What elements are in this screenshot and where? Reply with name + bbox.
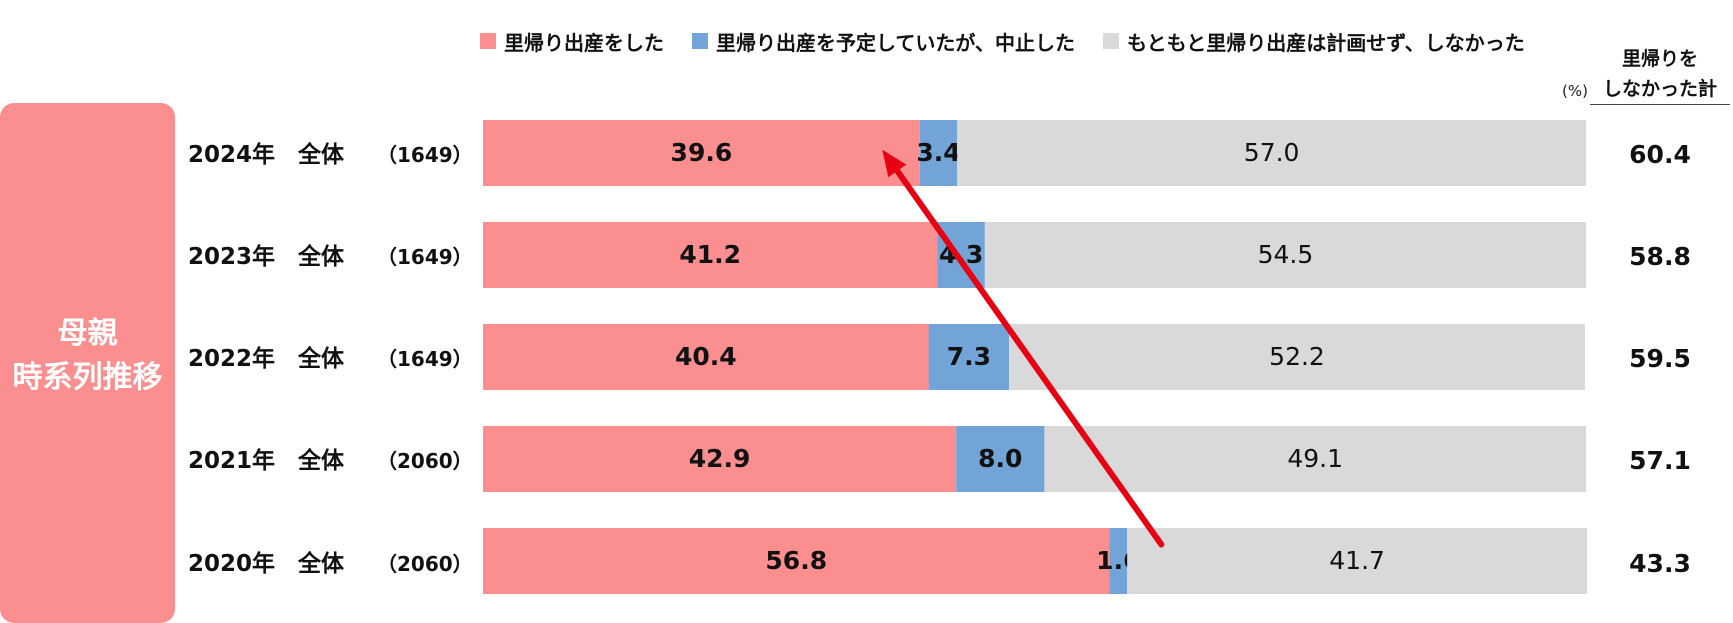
row-total-2020: 43.3 xyxy=(1629,549,1691,578)
bar-2020-not-planned xyxy=(1127,528,1588,594)
bar-2020-returned-home xyxy=(483,528,1110,594)
bar-2020-cancelled xyxy=(1109,528,1128,594)
side-title-line2: 時系列推移 xyxy=(12,360,163,395)
side-panel xyxy=(0,103,175,623)
data-label-2020-not-planned: 41.7 xyxy=(1329,546,1385,575)
legend: 里帰り出産をした 里帰り出産を予定していたが、中止した もともと里帰り出産は計画… xyxy=(480,26,1525,56)
bar-2023-cancelled xyxy=(937,222,985,288)
data-label-2021-returned-home: 42.9 xyxy=(689,444,751,473)
row-label-2024: 2024年 全体 xyxy=(188,142,345,168)
legend-swatch-cancelled xyxy=(692,33,708,49)
side-title-line1: 母親 xyxy=(57,316,118,351)
data-label-2021-not-planned: 49.1 xyxy=(1287,444,1343,473)
data-label-2023-returned-home: 41.2 xyxy=(679,240,741,269)
data-label-2022-not-planned: 52.2 xyxy=(1269,342,1325,371)
total-header-line2: しなかった計 xyxy=(1602,78,1717,100)
row-label-2023: 2023年 全体 xyxy=(188,244,345,270)
unit-label: (%) xyxy=(1562,82,1588,100)
row-sample-size-2020: （2060） xyxy=(377,552,473,576)
bar-2023-not-planned xyxy=(984,222,1586,288)
row-sample-size-2024: （1649） xyxy=(377,143,473,167)
data-label-2021-cancelled: 8.0 xyxy=(978,444,1022,473)
trend-arrow-head xyxy=(882,149,907,178)
row-sample-size-2023: （1649） xyxy=(377,245,473,269)
data-label-2024-returned-home: 39.6 xyxy=(671,138,733,167)
data-label-2020-returned-home: 56.8 xyxy=(765,546,827,575)
bar-2022-cancelled xyxy=(928,324,1010,390)
data-label-2024-cancelled: 3.4 xyxy=(916,138,960,167)
legend-label-cancelled: 里帰り出産を予定していたが、中止した xyxy=(716,30,1075,55)
total-header-line1: 里帰りを xyxy=(1621,48,1698,70)
data-label-2024-not-planned: 57.0 xyxy=(1244,138,1300,167)
stacked-bar-chart: 39.6 3.4 57.041.2 4.3 54.540.4 7.3 52.242.9 8.0… xyxy=(483,120,1588,594)
data-label-2022-returned-home: 40.4 xyxy=(675,342,737,371)
bar-2024-cancelled xyxy=(919,120,958,186)
bar-2022-not-planned xyxy=(1009,324,1585,390)
legend-item-returned-home: 里帰り出産をした xyxy=(480,27,664,56)
row-total-2024: 60.4 xyxy=(1629,140,1691,169)
legend-item-not-planned: もともと里帰り出産は計画せず、しなかった xyxy=(1103,27,1525,56)
bar-2023-returned-home xyxy=(483,222,938,288)
row-sample-size-2021: （2060） xyxy=(377,449,473,473)
row-sample-size-2022: （1649） xyxy=(377,347,473,371)
data-label-2022-cancelled: 7.3 xyxy=(947,342,991,371)
row-total-2022: 59.5 xyxy=(1629,344,1691,373)
row-label-2021: 2021年 全体 xyxy=(188,448,345,474)
side-title: 母親 時系列推移 xyxy=(0,312,175,400)
row-label-2022: 2022年 全体 xyxy=(188,346,345,372)
bar-2022-returned-home xyxy=(483,324,929,390)
legend-label-returned-home: 里帰り出産をした xyxy=(504,30,664,55)
legend-label-not-planned: もともと里帰り出産は計画せず、しなかった xyxy=(1127,30,1525,55)
legend-swatch-returned-home xyxy=(480,33,496,49)
bar-2024-returned-home xyxy=(483,120,920,186)
row-total-2021: 57.1 xyxy=(1629,446,1691,475)
row-label-2020: 2020年 全体 xyxy=(188,551,345,577)
data-label-2023-not-planned: 54.5 xyxy=(1258,240,1314,269)
bar-2021-cancelled xyxy=(956,426,1045,492)
bar-2024-not-planned xyxy=(957,120,1586,186)
row-total-2023: 58.8 xyxy=(1629,242,1691,271)
total-column-header: 里帰りを しなかった計 xyxy=(1590,44,1730,105)
legend-item-cancelled: 里帰り出産を予定していたが、中止した xyxy=(692,27,1075,56)
bar-2021-returned-home xyxy=(483,426,957,492)
legend-swatch-not-planned xyxy=(1103,33,1119,49)
trend-arrow-line xyxy=(894,167,1165,548)
bar-2021-not-planned xyxy=(1044,426,1586,492)
